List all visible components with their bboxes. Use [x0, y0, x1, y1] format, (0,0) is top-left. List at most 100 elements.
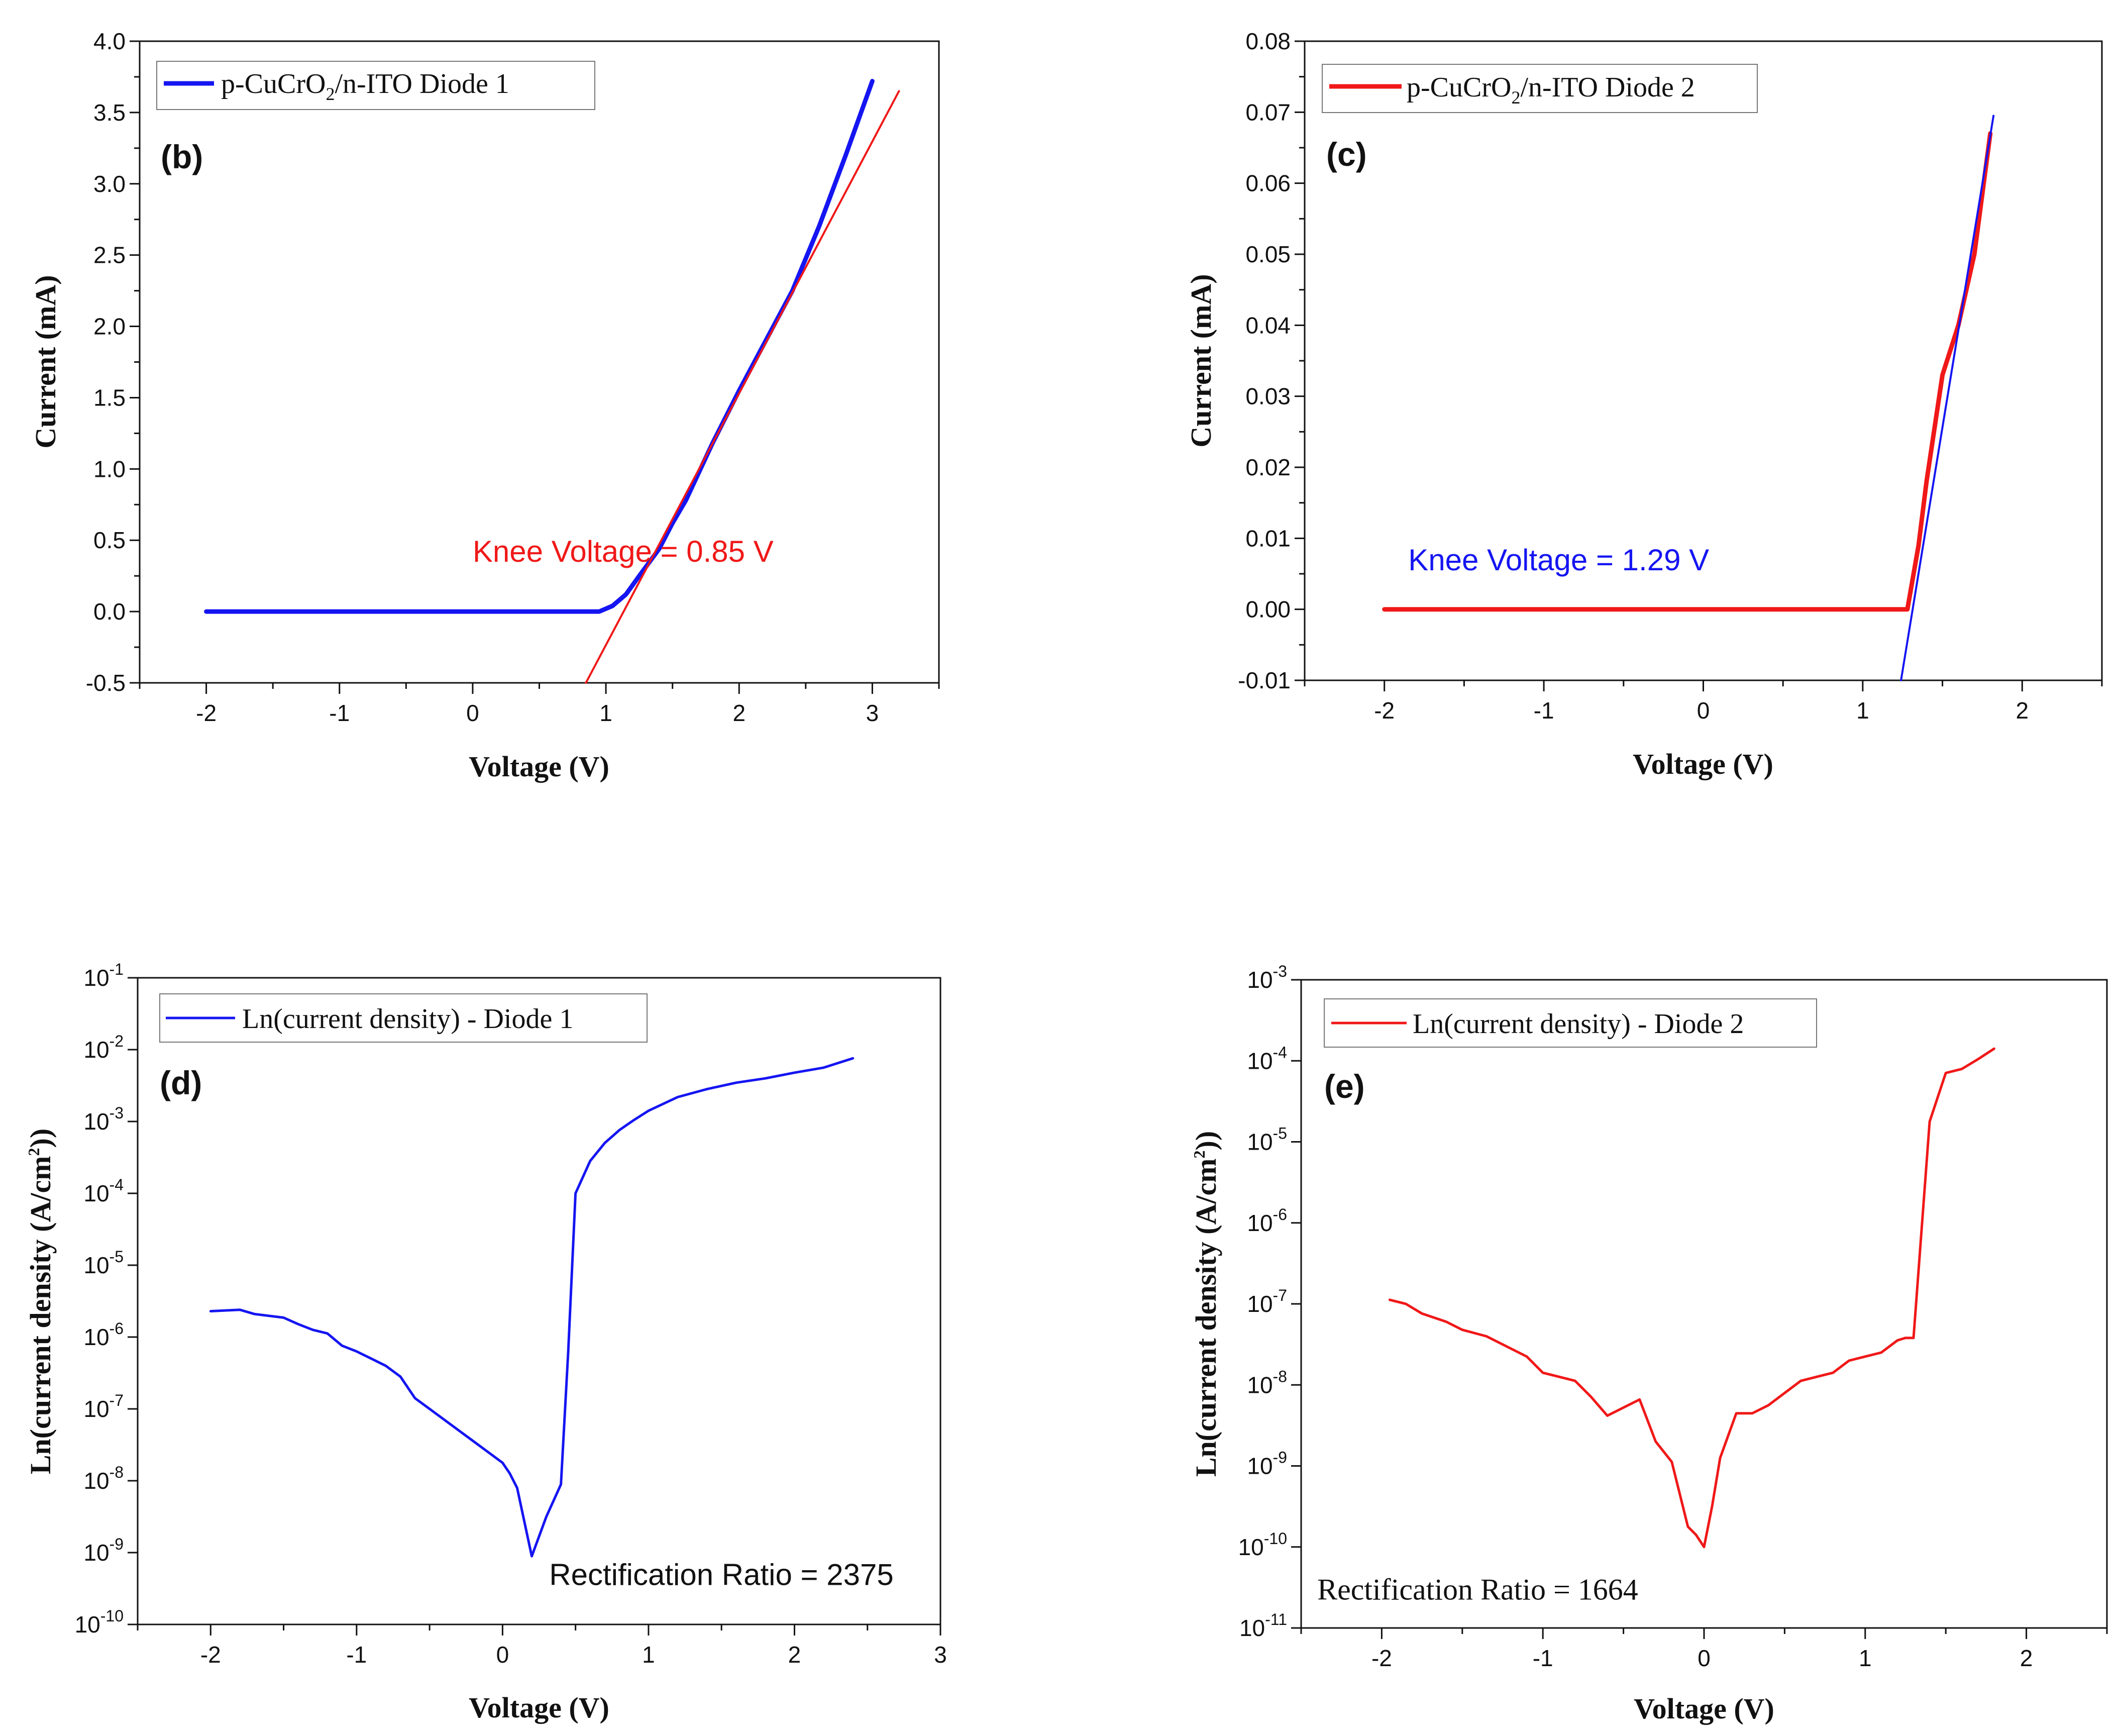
x-tick-label: -2 — [196, 700, 217, 726]
y-tick-label: 10-2 — [83, 1032, 124, 1063]
y-axis-title: Current (mA) — [29, 275, 62, 448]
y-tick-label: 10-1 — [83, 960, 124, 991]
legend: Ln(current density) - Diode 1 — [159, 993, 648, 1043]
y-tick-label: 10-9 — [1247, 1449, 1287, 1479]
series-line-data — [209, 1057, 855, 1558]
y-tick-label: 10-3 — [83, 1104, 124, 1135]
x-tick-label: -1 — [1533, 1645, 1553, 1671]
panel-e-log-current-density-diode-2: -2 -1 0 1 2 10-1110-1010-910-810-710-610-510… — [1190, 962, 2108, 1725]
y-tick-label: 10-6 — [83, 1319, 124, 1350]
series-lines — [1382, 115, 1995, 681]
legend-label: Ln(current density) - Diode 2 — [1413, 1008, 1744, 1040]
series-lines — [204, 79, 900, 684]
series-line-data — [204, 79, 875, 614]
y-axis-ticks: 10-10 10-9 10-8 10-7 10-6 10-5 10-4 10-3 10-2 10-… — [75, 960, 138, 1638]
series-lines — [209, 1057, 855, 1558]
y-tick-label: 0.02 — [1245, 454, 1291, 480]
y-tick-label: 0.00 — [1245, 596, 1291, 623]
y-tick-label: 10-7 — [1247, 1286, 1287, 1317]
y-tick-label: 10-4 — [1247, 1043, 1287, 1074]
y-tick-label: 10-8 — [1247, 1367, 1287, 1398]
plot-frame — [137, 977, 941, 1625]
panel-label: (c) — [1326, 136, 1367, 173]
series-line-fit — [585, 90, 900, 684]
y-axis-title: Ln(current density (A/cm2)) — [1190, 1131, 1222, 1477]
legend-box — [159, 993, 648, 1043]
x-axis-title: Voltage (V) — [469, 750, 609, 783]
x-tick-label: 2 — [2016, 697, 2029, 724]
y-tick-label: -0.01 — [1238, 667, 1291, 693]
x-tick-label: -2 — [1371, 1645, 1392, 1671]
x-tick-label: 1 — [599, 700, 612, 726]
y-tick-label: 10-8 — [83, 1463, 124, 1494]
y-tick-label: 0.03 — [1245, 383, 1291, 410]
panel-label: (d) — [160, 1064, 202, 1101]
legend: p-CuCrO2/n-ITO Diode 1 — [156, 61, 595, 110]
legend-label: p-CuCrO2/n-ITO Diode 1 — [221, 68, 509, 104]
x-axis-title: Voltage (V) — [1633, 748, 1773, 780]
x-axis-title: Voltage (V) — [469, 1691, 609, 1724]
x-tick-label: 3 — [866, 700, 879, 726]
x-tick-label: 3 — [934, 1642, 947, 1668]
y-axis-title: Current (mA) — [1185, 274, 1217, 447]
x-tick-label: -1 — [329, 700, 350, 726]
knee-voltage-label: Knee Voltage = 0.85 V — [473, 535, 774, 568]
y-tick-label: -0.5 — [86, 670, 126, 696]
legend-label: Ln(current density) - Diode 1 — [242, 1003, 573, 1035]
x-tick-label: 1 — [1859, 1645, 1872, 1671]
y-tick-label: 10-5 — [83, 1248, 124, 1278]
x-axis-title: Voltage (V) — [1634, 1692, 1774, 1725]
y-tick-label: 0.07 — [1245, 99, 1291, 125]
y-tick-label: 4.0 — [93, 28, 126, 54]
y-tick-label: 0.0 — [93, 598, 126, 625]
x-axis-ticks: -2 -1 0 1 2 — [1304, 680, 2103, 724]
legend-box — [156, 61, 595, 110]
series-line-fit — [1900, 115, 1995, 681]
y-axis-ticks: -0.01 0.00 0.01 0.02 0.03 0.04 0.05 0.06 0.07 0.0… — [1238, 28, 1305, 693]
x-axis-ticks: -2 -1 0 1 2 3 — [139, 683, 940, 726]
y-axis-ticks: 10-11 10-10 10-9 10-8 10-7 10-6 10-5 10-4 10-3 — [1238, 962, 1301, 1641]
y-tick-label: 1.5 — [93, 384, 126, 411]
legend: Ln(current density) - Diode 2 — [1324, 998, 1817, 1048]
x-axis-ticks: -2 -1 0 1 2 3 — [137, 1624, 947, 1668]
x-tick-label: 0 — [496, 1642, 509, 1668]
x-tick-label: 1 — [642, 1642, 655, 1668]
series-line-data — [1382, 131, 1993, 612]
panel-c-current-voltage-diode-2: -2 -1 0 1 2 -0.01 0.00 0.01 0.02 0.03 0.04 0.05 0.0… — [1185, 28, 2103, 780]
y-tick-label: 0.08 — [1245, 28, 1291, 54]
legend-label: p-CuCrO2/n-ITO Diode 2 — [1407, 72, 1695, 108]
y-tick-label: 0.06 — [1245, 170, 1291, 196]
x-tick-label: 2 — [732, 700, 746, 726]
y-tick-label: 10-7 — [83, 1391, 124, 1422]
y-axis-title: Ln(current density (A/cm2)) — [24, 1129, 57, 1474]
y-tick-label: 0.01 — [1245, 525, 1291, 551]
y-tick-label: 10-11 — [1239, 1610, 1287, 1641]
y-tick-label: 10-10 — [1238, 1529, 1287, 1560]
x-tick-label: 2 — [2020, 1645, 2033, 1671]
knee-voltage-label: Knee Voltage = 1.29 V — [1408, 543, 1709, 577]
x-tick-label: -2 — [1374, 697, 1395, 724]
y-tick-label: 10-3 — [1247, 962, 1287, 993]
panel-label: (e) — [1324, 1068, 1365, 1105]
legend: p-CuCrO2/n-ITO Diode 2 — [1322, 64, 1758, 113]
x-tick-label: -2 — [200, 1642, 221, 1668]
y-axis-ticks: -0.5 0.0 0.5 1.0 1.5 2.0 2.5 3.0 3.5 4.0 — [86, 28, 140, 696]
x-axis-ticks: -2 -1 0 1 2 — [1300, 1628, 2108, 1671]
x-tick-label: 0 — [466, 700, 479, 726]
y-tick-label: 2.5 — [93, 242, 126, 268]
x-tick-label: -1 — [346, 1642, 367, 1668]
x-tick-label: -1 — [1534, 697, 1554, 724]
plot-frame — [1304, 40, 2103, 681]
panel-label: (b) — [161, 138, 203, 175]
rectification-ratio-label: Rectification Ratio = 1664 — [1317, 1573, 1638, 1606]
rectification-ratio-label: Rectification Ratio = 2375 — [549, 1558, 893, 1591]
series-line-data — [1388, 1047, 1995, 1549]
x-tick-label: 2 — [788, 1642, 801, 1668]
y-tick-label: 10-6 — [1247, 1205, 1287, 1236]
y-tick-label: 3.5 — [93, 99, 126, 126]
y-tick-label: 0.04 — [1245, 312, 1291, 338]
x-tick-label: 1 — [1856, 697, 1869, 724]
y-tick-label: 10-4 — [83, 1176, 124, 1206]
plot-frame — [1300, 979, 2108, 1629]
y-tick-label: 3.0 — [93, 171, 126, 197]
